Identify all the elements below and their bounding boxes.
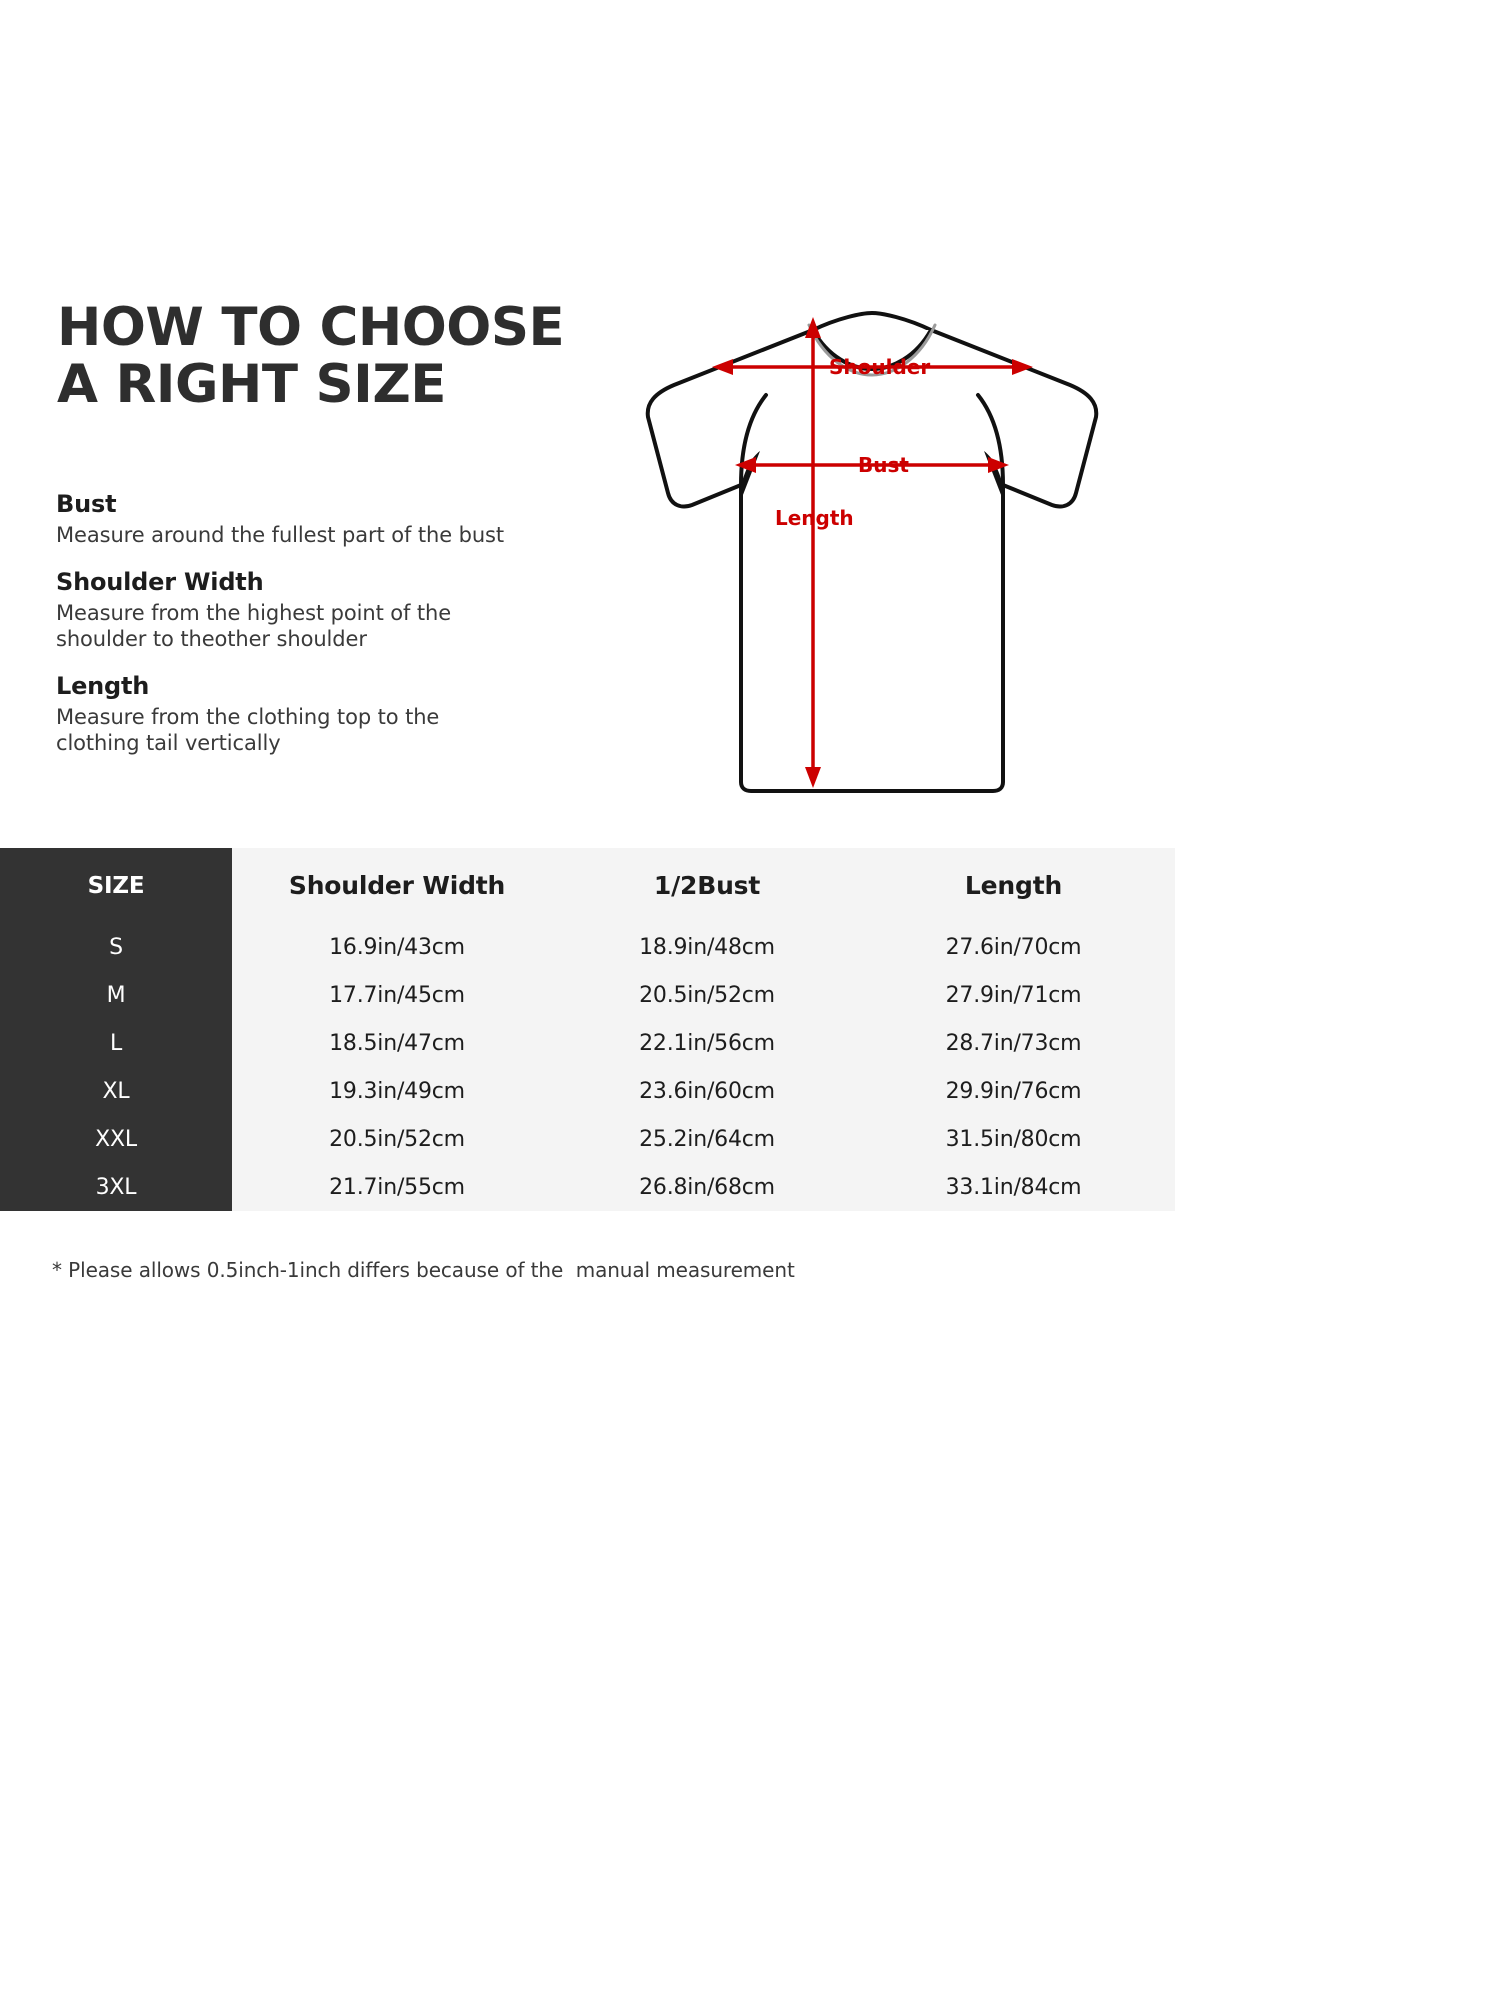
shoulder-measure-arrow <box>712 359 1033 375</box>
cell-length: 27.9in/71cm <box>852 971 1175 1019</box>
bust-measure-arrow <box>735 457 1009 473</box>
table-header-row: SIZE Shoulder Width 1/2Bust Length <box>0 848 1175 923</box>
table-row: XXL 20.5in/52cm 25.2in/64cm 31.5in/80cm <box>0 1115 1175 1163</box>
table-row: L 18.5in/47cm 22.1in/56cm 28.7in/73cm <box>0 1019 1175 1067</box>
page-title-line2: A RIGHT SIZE <box>57 353 447 415</box>
cell-shoulder: 19.3in/49cm <box>232 1067 562 1115</box>
definition-term: Length <box>56 671 150 700</box>
cell-size: S <box>0 923 232 971</box>
definition-bust: Bust Measure around the fullest part of … <box>56 488 656 549</box>
cell-length: 28.7in/73cm <box>852 1019 1175 1067</box>
page-title-line1: HOW TO CHOOSE <box>57 297 565 358</box>
measurement-disclaimer: * Please allows 0.5inch-1inch differs be… <box>52 1258 795 1282</box>
cell-length: 27.6in/70cm <box>852 923 1175 971</box>
length-measure-arrow <box>805 317 821 788</box>
cell-size: M <box>0 971 232 1019</box>
cell-bust: 18.9in/48cm <box>562 923 852 971</box>
cell-size: XXL <box>0 1115 232 1163</box>
page-title: HOW TO CHOOSE A RIGHT SIZE <box>57 297 617 415</box>
definition-shoulder-width: Shoulder Width Measure from the highest … <box>56 566 656 653</box>
cell-shoulder: 21.7in/55cm <box>232 1163 562 1211</box>
table-row: M 17.7in/45cm 20.5in/52cm 27.9in/71cm <box>0 971 1175 1019</box>
cell-size: 3XL <box>0 1163 232 1211</box>
definition-term: Bust <box>56 490 117 518</box>
cell-bust: 22.1in/56cm <box>562 1019 852 1067</box>
cell-bust: 25.2in/64cm <box>562 1115 852 1163</box>
definition-description: Measure around the fullest part of the b… <box>56 523 505 548</box>
cell-bust: 26.8in/68cm <box>562 1163 852 1211</box>
cell-shoulder: 17.7in/45cm <box>232 971 562 1019</box>
definition-description: Measure from the highest point of the sh… <box>56 601 452 652</box>
cell-bust: 20.5in/52cm <box>562 971 852 1019</box>
table-row: S 16.9in/43cm 18.9in/48cm 27.6in/70cm <box>0 923 1175 971</box>
column-header-length: Length <box>852 848 1175 923</box>
table-row: 3XL 21.7in/55cm 26.8in/68cm 33.1in/84cm <box>0 1163 1175 1211</box>
cell-length: 31.5in/80cm <box>852 1115 1175 1163</box>
cell-size: XL <box>0 1067 232 1115</box>
tshirt-icon <box>645 311 1099 793</box>
measurement-definitions: Bust Measure around the fullest part of … <box>56 488 656 773</box>
cell-bust: 23.6in/60cm <box>562 1067 852 1115</box>
size-table: SIZE Shoulder Width 1/2Bust Length S 16.… <box>0 848 1175 1211</box>
column-header-shoulder-width: Shoulder Width <box>232 848 562 923</box>
table-row: XL 19.3in/49cm 23.6in/60cm 29.9in/76cm <box>0 1067 1175 1115</box>
diagram-label-shoulder: Shoulder <box>829 355 931 379</box>
diagram-label-bust: Bust <box>858 453 909 477</box>
size-chart-card: HOW TO CHOOSE A RIGHT SIZE Bust Measure … <box>0 285 1175 1282</box>
cell-length: 29.9in/76cm <box>852 1067 1175 1115</box>
column-header-half-bust: 1/2Bust <box>562 848 852 923</box>
cell-shoulder: 20.5in/52cm <box>232 1115 562 1163</box>
cell-size: L <box>0 1019 232 1067</box>
cell-shoulder: 16.9in/43cm <box>232 923 562 971</box>
cell-length: 33.1in/84cm <box>852 1163 1175 1211</box>
definition-term: Shoulder Width <box>56 567 264 596</box>
diagram-label-length: Length <box>775 506 854 530</box>
definition-length: Length Measure from the clothing top to … <box>56 670 656 757</box>
cell-shoulder: 18.5in/47cm <box>232 1019 562 1067</box>
column-header-size: SIZE <box>0 848 232 923</box>
tshirt-measurement-diagram: Shoulder Bust Length <box>600 285 1145 815</box>
definition-description: Measure from the clothing top to the clo… <box>56 704 440 756</box>
